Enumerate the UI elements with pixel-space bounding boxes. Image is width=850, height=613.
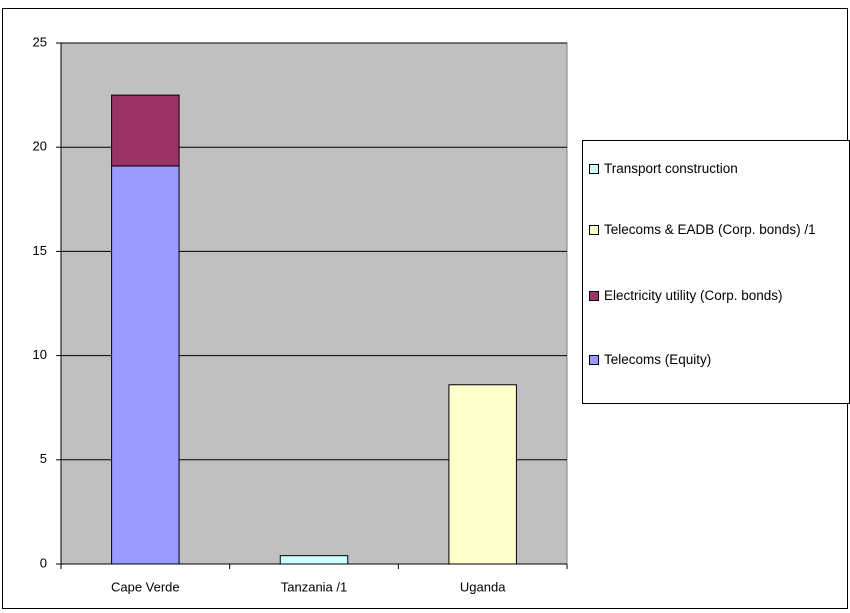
legend-entry: Electricity utility (Corp. bonds) xyxy=(589,287,817,304)
legend-entry: Telecoms (Equity) xyxy=(589,351,817,368)
legend-label: Telecoms & EADB (Corp. bonds) /1 xyxy=(604,222,816,237)
bar-segment xyxy=(111,94,180,167)
x-tick-label: Tanzania /1 xyxy=(281,579,348,594)
y-tick-label: 5 xyxy=(40,451,47,466)
legend-label: Telecoms (Equity) xyxy=(604,352,712,367)
legend-swatch xyxy=(589,291,599,301)
y-tick-label: 15 xyxy=(33,243,47,258)
legend-swatch xyxy=(589,225,599,235)
y-tick-label: 25 xyxy=(33,34,47,49)
legend-swatch xyxy=(589,355,599,365)
y-tick-label: 20 xyxy=(33,139,47,154)
bar-segment xyxy=(111,165,180,565)
y-tick-label: 0 xyxy=(40,555,47,570)
legend-label: Electricity utility (Corp. bonds) xyxy=(604,288,783,303)
bar-segment xyxy=(279,555,349,565)
bar-segment xyxy=(448,384,517,565)
legend-swatch xyxy=(589,164,599,174)
legend: Transport construction Telecoms & EADB (C… xyxy=(582,140,850,404)
y-tick-label: 10 xyxy=(33,347,47,362)
x-tick-label: Cape Verde xyxy=(111,579,180,594)
legend-label: Transport construction xyxy=(604,161,738,176)
x-tick-label: Uganda xyxy=(460,579,506,594)
legend-entry: Telecoms & EADB (Corp. bonds) /1 xyxy=(589,221,817,238)
legend-entry: Transport construction xyxy=(589,160,817,177)
